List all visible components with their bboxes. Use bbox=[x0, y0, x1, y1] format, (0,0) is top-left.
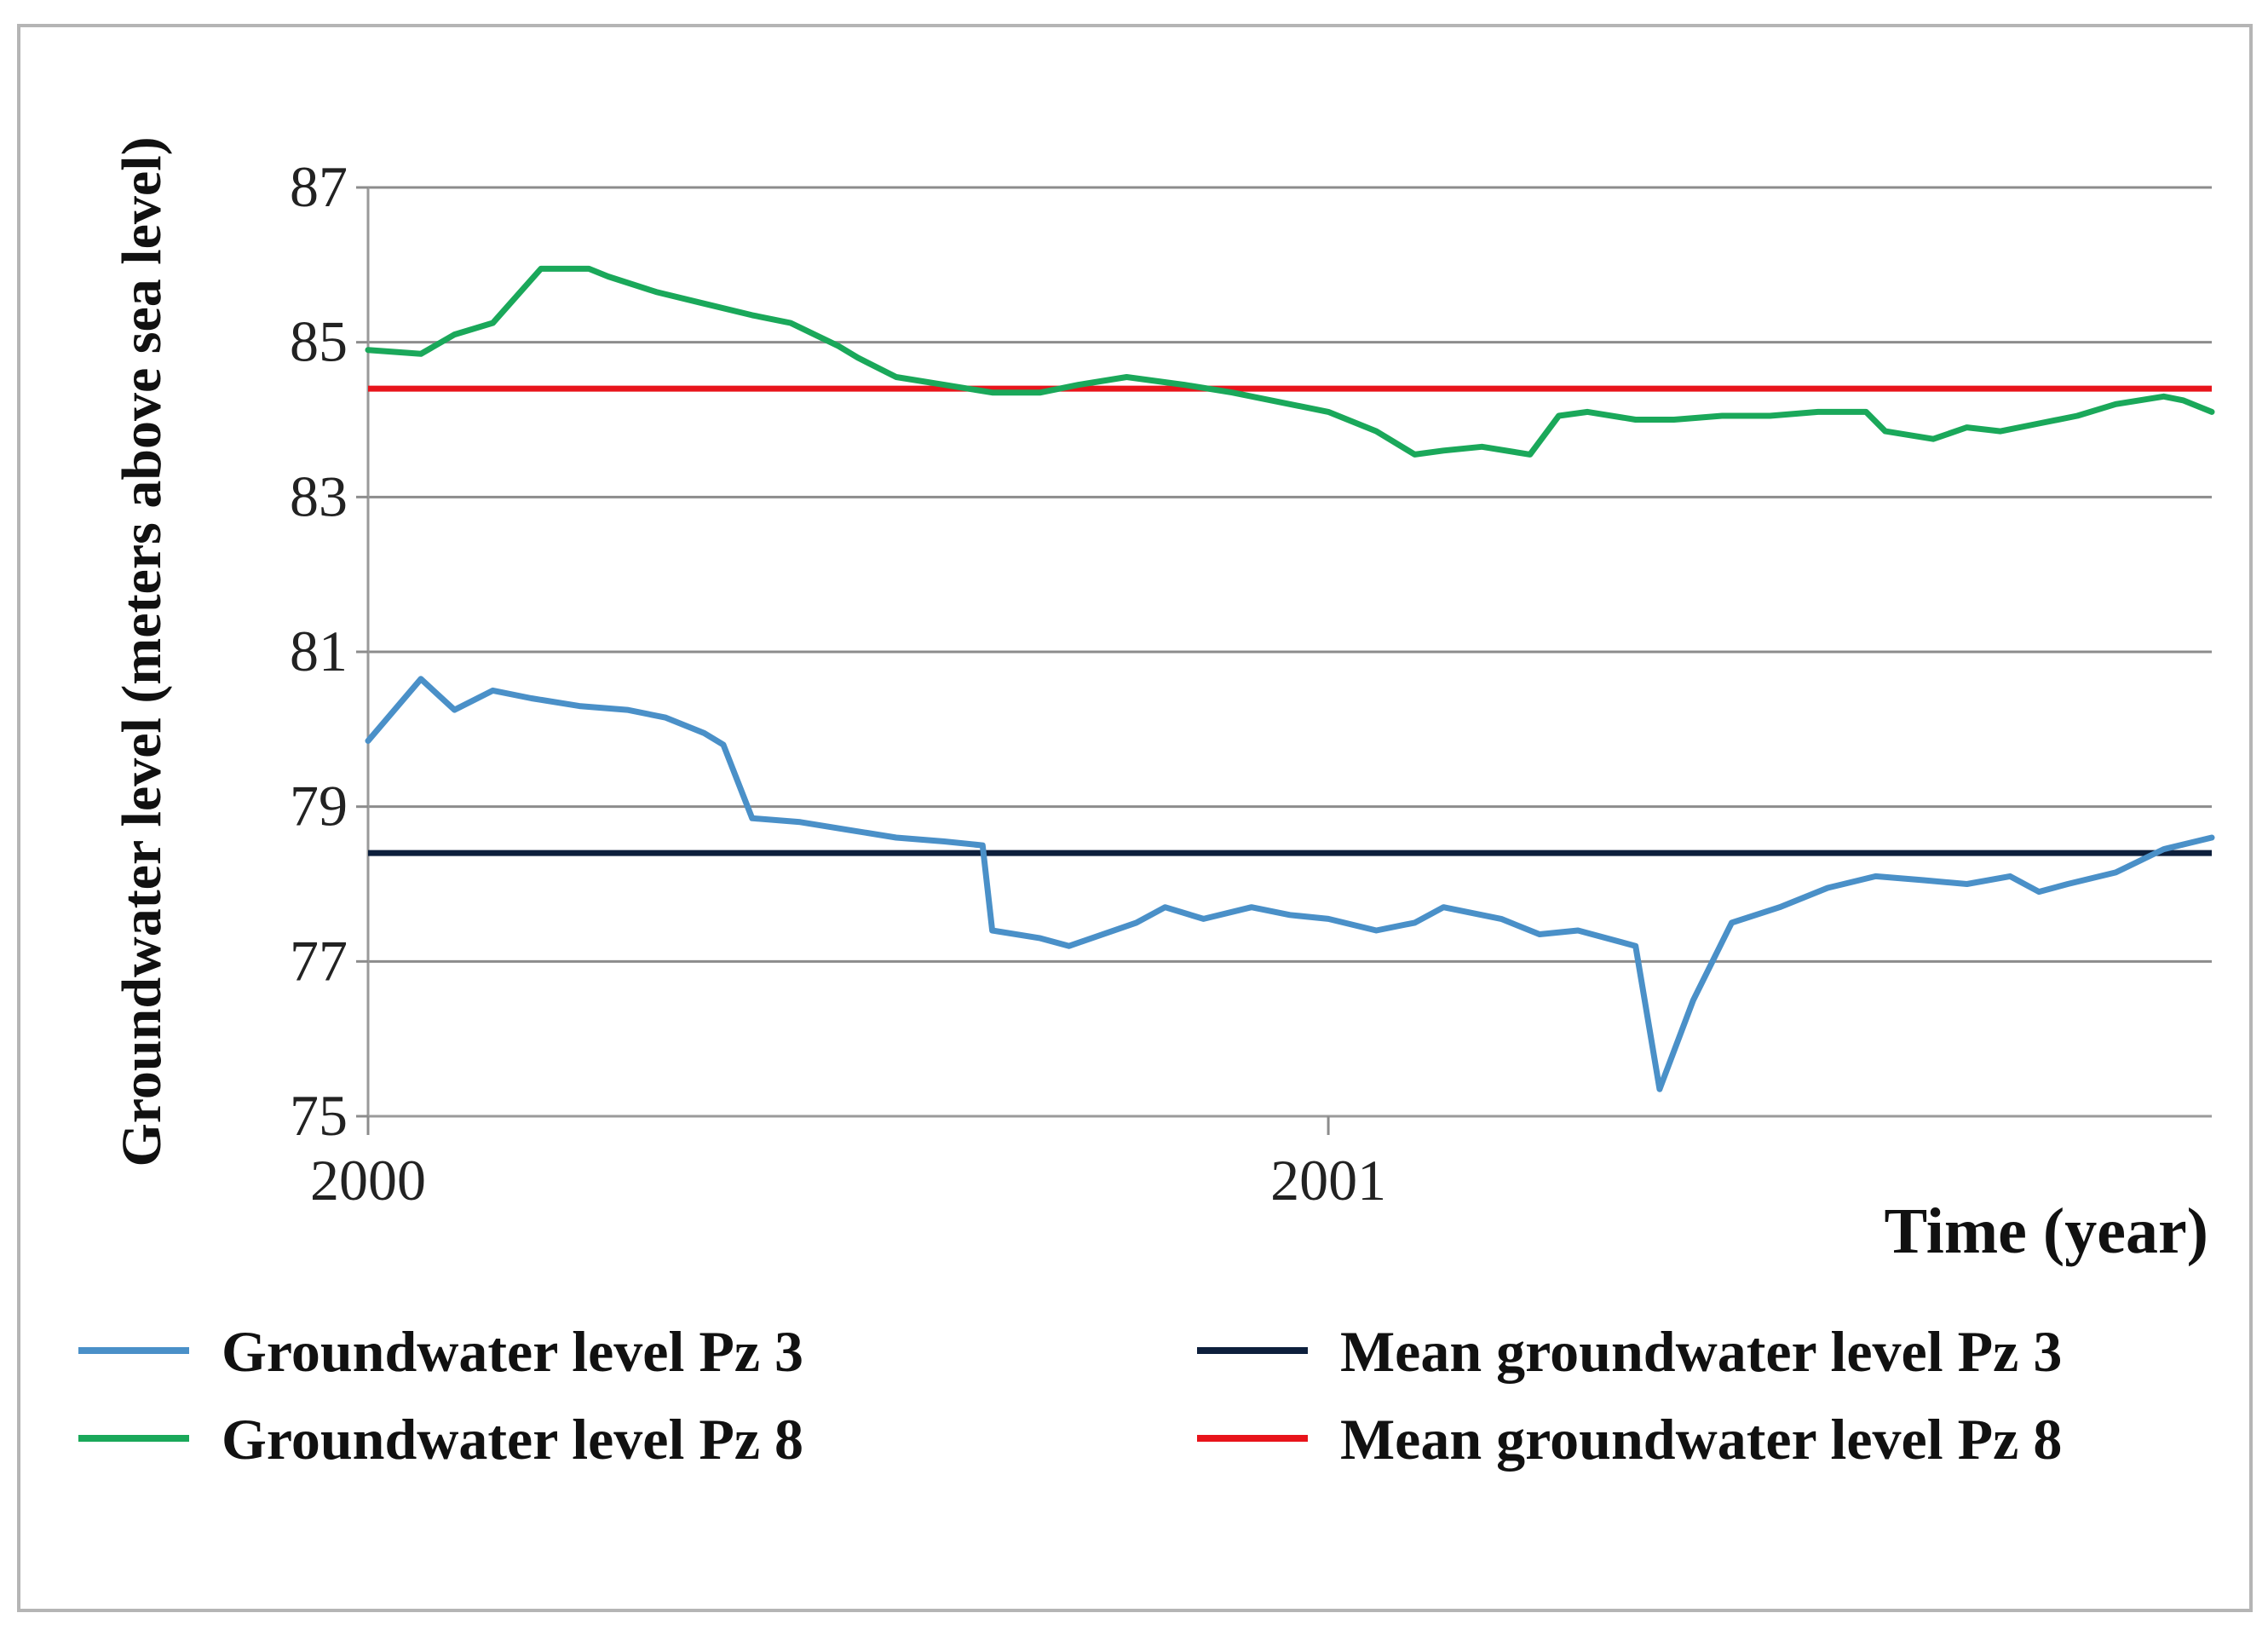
chart-border bbox=[17, 24, 2253, 1612]
legend-label-groundwater-level-pz-8: Groundwater level Pz 8 bbox=[222, 1407, 803, 1472]
y-tick-label: 77 bbox=[290, 928, 348, 993]
legend-label-mean-groundwater-level-pz-3: Mean groundwater level Pz 3 bbox=[1340, 1319, 2062, 1384]
legend-label-groundwater-level-pz-3: Groundwater level Pz 3 bbox=[222, 1319, 803, 1384]
y-tick-label: 87 bbox=[290, 154, 348, 219]
series-group bbox=[365, 265, 2215, 1092]
x-tick-label: 2001 bbox=[1270, 1148, 1386, 1213]
x-axis-ticks: 2000 2001 bbox=[310, 1116, 1386, 1213]
y-tick-label: 75 bbox=[290, 1083, 348, 1148]
y-tick-label: 81 bbox=[290, 619, 348, 683]
series-line-groundwater-level-pz-8 bbox=[365, 265, 2215, 458]
x-tick-label: 2000 bbox=[310, 1148, 426, 1213]
series-line-groundwater-level-pz-3 bbox=[365, 676, 2215, 1092]
y-tick-label: 85 bbox=[290, 309, 348, 374]
y-axis-title: Groundwater level (meters above sea leve… bbox=[111, 136, 173, 1167]
legend: Groundwater level Pz 3 Groundwater level … bbox=[78, 1319, 2062, 1472]
y-tick-label: 83 bbox=[290, 464, 348, 528]
y-tick-label: 79 bbox=[290, 774, 348, 838]
legend-label-mean-groundwater-level-pz-8: Mean groundwater level Pz 8 bbox=[1340, 1407, 2062, 1472]
x-axis-title: Time (year) bbox=[1884, 1195, 2208, 1267]
y-axis-ticks: 75 77 79 81 83 85 87 bbox=[290, 154, 368, 1148]
